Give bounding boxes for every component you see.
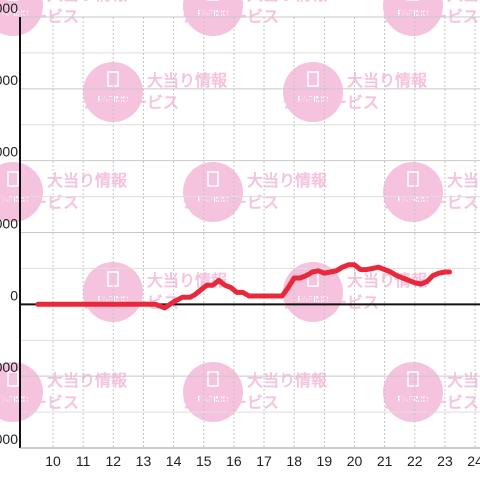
- watermark-logo-icon: [0, 362, 43, 422]
- watermark-card-icon: [7, 171, 19, 187]
- grid: [20, 16, 480, 449]
- x-tick-label: 13: [136, 453, 152, 469]
- watermark-line2: 公開サービス: [383, 393, 479, 412]
- watermark-brand: PAPIMO: [398, 395, 429, 404]
- y-tick-label: 9,000: [0, 72, 18, 88]
- watermark-line2: 公開サービス: [0, 193, 79, 212]
- x-tick-label: 12: [106, 453, 122, 469]
- watermark-brand: PAPIMO: [198, 195, 229, 204]
- x-tick-label: 20: [347, 453, 363, 469]
- watermark-brand: PAPIMO: [98, 95, 129, 104]
- watermark-card-icon: [407, 171, 419, 187]
- series-layer: [35, 262, 452, 311]
- x-tick-label: 19: [317, 453, 333, 469]
- watermark-logo-icon: [383, 162, 443, 222]
- watermark-line2: 公開サービス: [183, 193, 279, 212]
- x-tick-label: 16: [226, 453, 242, 469]
- x-tick-label: 23: [437, 453, 453, 469]
- watermark-card-icon: [207, 171, 219, 187]
- watermark-line1: 大当り情報: [47, 371, 128, 390]
- watermark-logo-icon: [283, 62, 343, 122]
- watermark-line2: 公開サービス: [183, 393, 279, 412]
- watermark-line2: 公開サービス: [383, 193, 479, 212]
- x-tick-label: 21: [377, 453, 393, 469]
- watermark-brand: PAPIMO: [398, 195, 429, 204]
- watermark-brand: PAPIMO: [298, 295, 329, 304]
- x-tick-label: 18: [286, 453, 302, 469]
- watermark-brand: PAPIMO: [0, 9, 28, 18]
- watermark-logo-icon: [183, 0, 243, 36]
- x-tick-label: 10: [45, 453, 61, 469]
- watermark-line1: 大当り情報: [247, 171, 328, 190]
- watermark-line1: 大当り情報: [447, 171, 480, 190]
- y-tick-label: 0: [10, 287, 18, 303]
- y-tick-label: 12,000: [0, 0, 18, 16]
- watermark-line1: 大当り情報: [147, 71, 228, 90]
- watermark-line2: 公開サービス: [283, 293, 379, 312]
- y-tick-label: -6,000: [0, 431, 18, 447]
- watermark-brand: PAPIMO: [298, 95, 329, 104]
- y-tick-label: 3,000: [0, 216, 18, 232]
- y-tick-labels: 12,000 9,000 6,000 3,000 0 -3,000 -6,000: [0, 0, 18, 447]
- watermark-brand: PAPIMO: [198, 9, 229, 18]
- watermark-line2: 公開サービス: [283, 93, 379, 112]
- watermark-brand: PAPIMO: [198, 395, 229, 404]
- watermark-line2: 公開サービス: [83, 93, 179, 112]
- watermark-line1: 大当り情報: [47, 171, 128, 190]
- watermark-card-icon: [207, 371, 219, 387]
- watermark-brand: PAPIMO: [0, 195, 28, 204]
- watermark-card-icon: [407, 371, 419, 387]
- watermark-line1: 大当り情報: [447, 0, 480, 4]
- watermark-line1: 大当り情報: [347, 71, 428, 90]
- y-tick-label: 6,000: [0, 144, 18, 160]
- watermark-line1: 大当り情報: [247, 0, 328, 4]
- watermark-logo-icon: [383, 362, 443, 422]
- watermark-card-icon: [307, 71, 319, 87]
- watermark-card-icon: [7, 371, 19, 387]
- x-tick-label: 11: [76, 453, 91, 469]
- watermark-brand: PAPIMO: [398, 9, 429, 18]
- watermark-line1: 大当り情報: [347, 271, 428, 290]
- x-tick-label: 15: [196, 453, 212, 469]
- watermark-brand: PAPIMO: [98, 295, 129, 304]
- watermark-line1: 大当り情報: [47, 0, 128, 4]
- watermark-logo-icon: [83, 62, 143, 122]
- x-tick-label: 14: [166, 453, 182, 469]
- watermark-logo-icon: [183, 162, 243, 222]
- watermark-logo-icon: [383, 0, 443, 36]
- y-tick-label: -3,000: [0, 359, 18, 375]
- series-line: [35, 262, 452, 311]
- watermark-logo-icon: [0, 0, 43, 36]
- watermark-logo-icon: [183, 362, 243, 422]
- watermark-brand: PAPIMO: [0, 395, 28, 404]
- x-tick-label: 22: [407, 453, 423, 469]
- watermark-line1: 大当り情報: [247, 371, 328, 390]
- x-tick-labels: 10 11 12 13 14 15 16 17 18 19 20 21 22 23 24: [45, 453, 480, 469]
- x-tick-label: 17: [256, 453, 272, 469]
- watermark-line2: 公開サービス: [0, 393, 79, 412]
- watermark-logo-icon: [0, 162, 43, 222]
- x-tick-label: 24: [467, 453, 480, 469]
- watermark-logo-icon: [83, 262, 143, 322]
